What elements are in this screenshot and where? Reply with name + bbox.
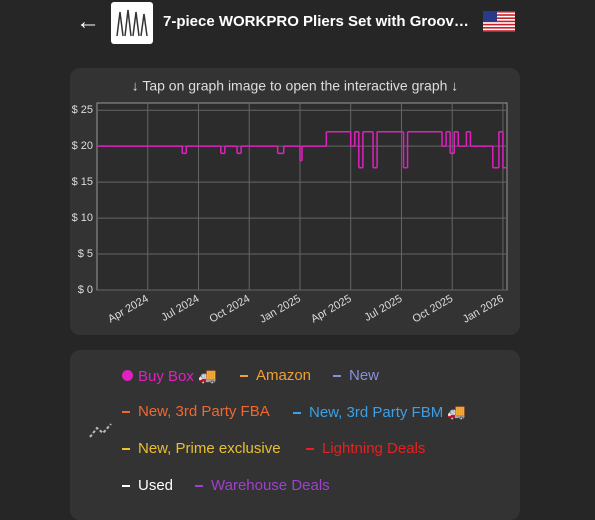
legend-item[interactable]: Buy Box 🚚 <box>122 367 217 385</box>
chart: ↓ Tap on graph image to open the interac… <box>72 78 508 326</box>
legend-item[interactable]: New <box>333 367 379 384</box>
legend-item[interactable]: Amazon <box>240 367 311 384</box>
legend-item[interactable]: New, 3rd Party FBM 🚚 <box>293 403 466 421</box>
legend-marker <box>306 448 314 450</box>
legend-item[interactable]: Used <box>122 477 173 494</box>
legend-marker <box>122 370 133 381</box>
graph-hint: ↓ Tap on graph image to open the interac… <box>132 78 459 94</box>
legend-marker <box>195 485 203 487</box>
legend-icon <box>89 423 112 438</box>
legend-label: Used <box>138 477 174 494</box>
legend-marker <box>293 412 301 414</box>
y-tick-label: $ 10 <box>72 212 93 224</box>
legend-item[interactable]: Warehouse Deals <box>195 477 330 494</box>
product-title: 7-piece WORKPRO Pliers Set with Groov… <box>163 13 469 30</box>
legend-label: New, 3rd Party FBA <box>138 403 270 420</box>
legend-card: Buy Box 🚚 Amazon New New, 3rd Party FBA New,… <box>70 350 520 520</box>
legend-label: Amazon <box>256 367 312 384</box>
x-tick-label: Jan 2026 <box>461 293 506 326</box>
legend-label: Lightning Deals <box>322 440 426 457</box>
us-flag[interactable] <box>483 11 515 32</box>
y-tick-label: $ 20 <box>72 140 93 152</box>
legend-label: New, 3rd Party FBM 🚚 <box>309 404 467 421</box>
legend-marker <box>122 485 130 487</box>
x-tick-label: Jan 2025 <box>258 293 303 326</box>
plot-area <box>96 102 508 291</box>
x-tick-label: Oct 2025 <box>410 293 455 326</box>
legend-marker <box>240 375 248 377</box>
legend-label: Buy Box 🚚 <box>138 368 217 385</box>
x-tick-label: Jul 2025 <box>362 293 404 324</box>
legend-marker <box>122 448 130 450</box>
header: ← 7-piece WORKPRO Pliers Set with Groov… <box>0 0 595 46</box>
x-tick-label: Jul 2024 <box>159 293 201 324</box>
legend-label: New, Prime exclusive <box>138 440 281 457</box>
x-tick-label: Apr 2025 <box>309 293 354 326</box>
legend-item[interactable]: Lightning Deals <box>306 440 425 457</box>
product-thumbnail <box>111 2 153 44</box>
legend-label: Warehouse Deals <box>211 477 330 494</box>
legend-label: New <box>349 367 380 384</box>
x-tick-label: Oct 2024 <box>208 293 253 326</box>
legend-item[interactable]: New, 3rd Party FBA <box>122 403 270 420</box>
x-tick-label: Apr 2024 <box>106 293 151 326</box>
legend-marker <box>333 375 341 377</box>
y-tick-label: $ 5 <box>78 248 93 260</box>
y-tick-label: $ 15 <box>72 176 93 188</box>
legend-item[interactable]: New, Prime exclusive <box>122 440 281 457</box>
back-button[interactable]: ← <box>76 8 100 35</box>
y-tick-label: $ 25 <box>72 104 93 116</box>
legend-marker <box>122 411 130 413</box>
y-tick-label: $ 0 <box>78 284 93 296</box>
